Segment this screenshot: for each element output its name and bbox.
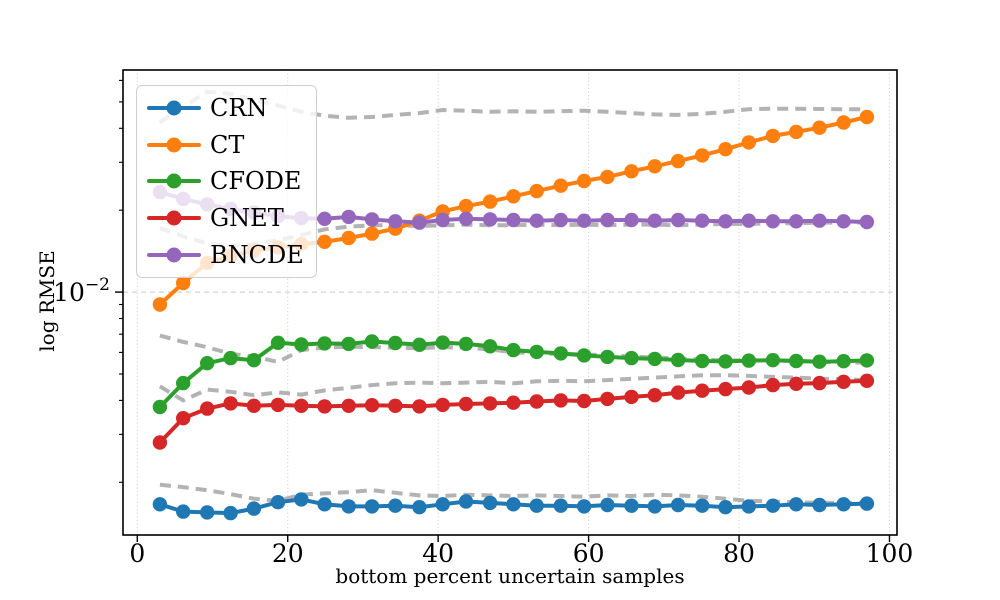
legend-line-marker-icon bbox=[147, 100, 201, 117]
legend-item-bncde: BNCDE bbox=[147, 243, 312, 267]
x-tick-label: 100 bbox=[866, 539, 914, 568]
x-tick-label: 40 bbox=[422, 539, 454, 568]
legend: CRN CT CFODE GNET BNCDE bbox=[136, 85, 317, 278]
legend-item-ct: CT bbox=[147, 133, 312, 157]
x-tick-label: 0 bbox=[129, 539, 145, 568]
legend-line-marker-icon bbox=[147, 210, 201, 227]
series-GNET-markers bbox=[152, 373, 875, 450]
x-tick-label: 20 bbox=[272, 539, 304, 568]
legend-label: CFODE bbox=[210, 167, 302, 196]
x-tick-label: 60 bbox=[573, 539, 605, 568]
legend-line-marker-icon bbox=[147, 246, 201, 263]
legend-item-cfode: CFODE bbox=[147, 169, 312, 193]
legend-label: BNCDE bbox=[210, 240, 304, 269]
legend-label: CT bbox=[210, 130, 245, 159]
legend-label: GNET bbox=[210, 204, 284, 233]
legend-line-marker-icon bbox=[147, 173, 201, 190]
legend-label: CRN bbox=[210, 94, 268, 123]
series-GNET-line bbox=[158, 378, 867, 444]
series-CRN-markers bbox=[152, 492, 875, 521]
legend-item-gnet: GNET bbox=[147, 206, 312, 230]
legend-line-marker-icon bbox=[147, 136, 201, 153]
y-major-tick-label: 10−2 bbox=[53, 275, 110, 307]
x-tick-label: 80 bbox=[723, 539, 755, 568]
plot-border bbox=[122, 69, 898, 536]
y-axis-label: log RMSE bbox=[35, 250, 59, 352]
x-axis-label: bottom percent uncertain samples bbox=[335, 564, 685, 588]
series-CFODE-markers bbox=[152, 334, 875, 415]
series-GNET-baseline-line bbox=[158, 373, 867, 403]
legend-item-crn: CRN bbox=[147, 96, 312, 120]
